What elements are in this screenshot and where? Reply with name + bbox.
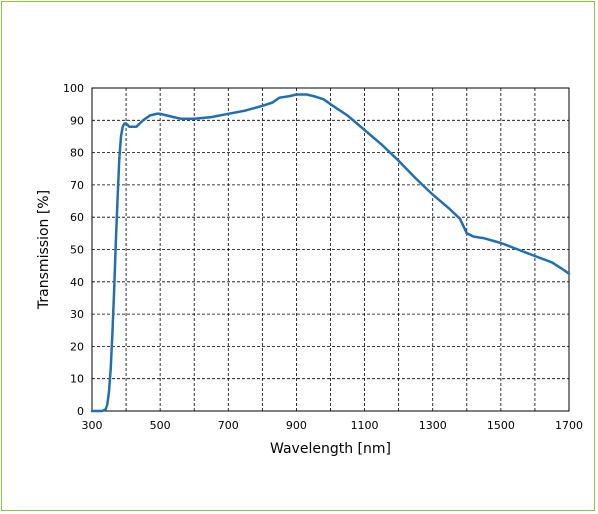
plot-area: [91, 87, 570, 412]
x-tick-label: 300: [82, 419, 103, 432]
y-tick-label: 10: [70, 373, 84, 386]
x-tick-label: 1100: [351, 419, 379, 432]
x-tick-label: 1300: [419, 419, 447, 432]
y-tick-label: 50: [70, 244, 84, 257]
y-tick-label: 20: [70, 340, 84, 353]
y-axis-label: Transmission [%]: [36, 190, 52, 310]
tick-labels: 300 500 700 900 1100 1300 1500 1700 0 10 20 30 40 50 6…: [63, 82, 583, 432]
x-tick-label: 1500: [487, 419, 515, 432]
grid: [92, 88, 569, 411]
y-tick-label: 70: [70, 179, 84, 192]
x-tick-label: 700: [218, 419, 239, 432]
y-tick-label: 0: [77, 405, 84, 418]
y-tick-label: 40: [70, 276, 84, 289]
series-line: [90, 93, 571, 413]
x-tick-label: 900: [286, 419, 307, 432]
x-tick-label: 500: [150, 419, 171, 432]
y-tick-label: 60: [70, 211, 84, 224]
y-tick-label: 90: [70, 114, 84, 127]
x-tick-label: 1700: [555, 419, 583, 432]
y-tick-label: 30: [70, 308, 84, 321]
y-tick-label: 80: [70, 147, 84, 160]
x-axis-label: Wavelength [nm]: [270, 441, 391, 457]
y-tick-label: 100: [63, 82, 84, 95]
